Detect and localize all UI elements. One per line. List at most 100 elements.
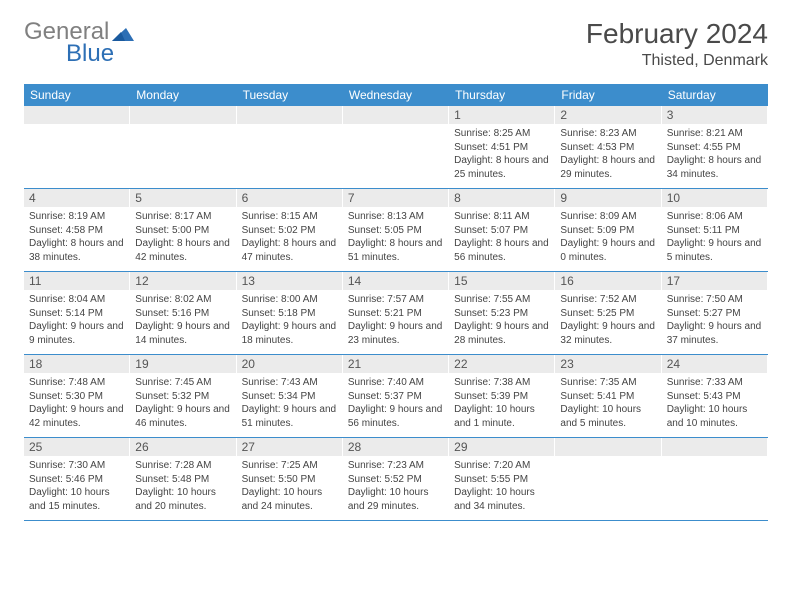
sunrise-text: Sunrise: 8:11 AM <box>454 210 550 224</box>
day-cell <box>130 106 236 188</box>
day-number: 14 <box>343 272 449 290</box>
day-info: Sunrise: 8:23 AMSunset: 4:53 PMDaylight:… <box>555 124 661 185</box>
day-info: Sunrise: 7:45 AMSunset: 5:32 PMDaylight:… <box>130 373 236 434</box>
day-info: Sunrise: 7:48 AMSunset: 5:30 PMDaylight:… <box>24 373 130 434</box>
daylight-text: Daylight: 8 hours and 25 minutes. <box>454 154 550 181</box>
empty-day-number <box>343 106 449 124</box>
title-block: February 2024 Thisted, Denmark <box>586 18 768 70</box>
week-row: 4Sunrise: 8:19 AMSunset: 4:58 PMDaylight… <box>24 189 768 272</box>
day-info: Sunrise: 7:52 AMSunset: 5:25 PMDaylight:… <box>555 290 661 351</box>
day-cell: 2Sunrise: 8:23 AMSunset: 4:53 PMDaylight… <box>555 106 661 188</box>
day-number: 21 <box>343 355 449 373</box>
day-number: 6 <box>237 189 343 207</box>
sunrise-text: Sunrise: 7:33 AM <box>667 376 763 390</box>
sunrise-text: Sunrise: 8:25 AM <box>454 127 550 141</box>
week-row: 11Sunrise: 8:04 AMSunset: 5:14 PMDayligh… <box>24 272 768 355</box>
empty-day-number <box>662 438 768 456</box>
weekday-header-row: Sunday Monday Tuesday Wednesday Thursday… <box>24 84 768 106</box>
sunrise-text: Sunrise: 7:52 AM <box>560 293 656 307</box>
sunrise-text: Sunrise: 8:19 AM <box>29 210 125 224</box>
daylight-text: Daylight: 8 hours and 42 minutes. <box>135 237 231 264</box>
daylight-text: Daylight: 8 hours and 38 minutes. <box>29 237 125 264</box>
sunrise-text: Sunrise: 7:30 AM <box>29 459 125 473</box>
sunset-text: Sunset: 5:16 PM <box>135 307 231 321</box>
weekday-header: Thursday <box>449 84 555 106</box>
sunset-text: Sunset: 5:21 PM <box>348 307 444 321</box>
day-cell: 15Sunrise: 7:55 AMSunset: 5:23 PMDayligh… <box>449 272 555 354</box>
day-number: 5 <box>130 189 236 207</box>
day-info: Sunrise: 7:43 AMSunset: 5:34 PMDaylight:… <box>237 373 343 434</box>
sunset-text: Sunset: 5:50 PM <box>242 473 338 487</box>
sunset-text: Sunset: 5:55 PM <box>454 473 550 487</box>
day-info: Sunrise: 7:55 AMSunset: 5:23 PMDaylight:… <box>449 290 555 351</box>
daylight-text: Daylight: 9 hours and 9 minutes. <box>29 320 125 347</box>
daylight-text: Daylight: 10 hours and 34 minutes. <box>454 486 550 513</box>
sunset-text: Sunset: 5:48 PM <box>135 473 231 487</box>
sunset-text: Sunset: 5:11 PM <box>667 224 763 238</box>
sunrise-text: Sunrise: 8:02 AM <box>135 293 231 307</box>
empty-day-number <box>237 106 343 124</box>
weeks-container: 1Sunrise: 8:25 AMSunset: 4:51 PMDaylight… <box>24 106 768 521</box>
sunset-text: Sunset: 5:09 PM <box>560 224 656 238</box>
sunrise-text: Sunrise: 7:20 AM <box>454 459 550 473</box>
sunrise-text: Sunrise: 7:55 AM <box>454 293 550 307</box>
day-cell: 3Sunrise: 8:21 AMSunset: 4:55 PMDaylight… <box>662 106 768 188</box>
day-cell: 11Sunrise: 8:04 AMSunset: 5:14 PMDayligh… <box>24 272 130 354</box>
daylight-text: Daylight: 9 hours and 5 minutes. <box>667 237 763 264</box>
day-number: 28 <box>343 438 449 456</box>
sunrise-text: Sunrise: 8:13 AM <box>348 210 444 224</box>
day-cell <box>662 438 768 520</box>
day-number: 13 <box>237 272 343 290</box>
day-info: Sunrise: 8:11 AMSunset: 5:07 PMDaylight:… <box>449 207 555 268</box>
sunset-text: Sunset: 5:30 PM <box>29 390 125 404</box>
day-number: 18 <box>24 355 130 373</box>
sunset-text: Sunset: 4:58 PM <box>29 224 125 238</box>
daylight-text: Daylight: 10 hours and 20 minutes. <box>135 486 231 513</box>
sunset-text: Sunset: 5:37 PM <box>348 390 444 404</box>
day-number: 17 <box>662 272 768 290</box>
sunrise-text: Sunrise: 8:21 AM <box>667 127 763 141</box>
sunset-text: Sunset: 5:25 PM <box>560 307 656 321</box>
day-info: Sunrise: 8:09 AMSunset: 5:09 PMDaylight:… <box>555 207 661 268</box>
day-cell: 19Sunrise: 7:45 AMSunset: 5:32 PMDayligh… <box>130 355 236 437</box>
day-info: Sunrise: 7:20 AMSunset: 5:55 PMDaylight:… <box>449 456 555 517</box>
day-number: 24 <box>662 355 768 373</box>
empty-day-number <box>130 106 236 124</box>
sunset-text: Sunset: 4:55 PM <box>667 141 763 155</box>
daylight-text: Daylight: 8 hours and 56 minutes. <box>454 237 550 264</box>
day-info: Sunrise: 7:57 AMSunset: 5:21 PMDaylight:… <box>343 290 449 351</box>
day-info: Sunrise: 7:23 AMSunset: 5:52 PMDaylight:… <box>343 456 449 517</box>
daylight-text: Daylight: 9 hours and 14 minutes. <box>135 320 231 347</box>
daylight-text: Daylight: 10 hours and 10 minutes. <box>667 403 763 430</box>
daylight-text: Daylight: 8 hours and 51 minutes. <box>348 237 444 264</box>
sunrise-text: Sunrise: 7:40 AM <box>348 376 444 390</box>
day-cell: 24Sunrise: 7:33 AMSunset: 5:43 PMDayligh… <box>662 355 768 437</box>
weekday-header: Monday <box>130 84 236 106</box>
sunrise-text: Sunrise: 7:57 AM <box>348 293 444 307</box>
weekday-header: Saturday <box>662 84 768 106</box>
sunset-text: Sunset: 5:07 PM <box>454 224 550 238</box>
sunset-text: Sunset: 5:39 PM <box>454 390 550 404</box>
sunset-text: Sunset: 5:02 PM <box>242 224 338 238</box>
day-cell <box>555 438 661 520</box>
sunrise-text: Sunrise: 7:43 AM <box>242 376 338 390</box>
day-info: Sunrise: 7:30 AMSunset: 5:46 PMDaylight:… <box>24 456 130 517</box>
day-number: 10 <box>662 189 768 207</box>
sunrise-text: Sunrise: 7:45 AM <box>135 376 231 390</box>
day-number: 4 <box>24 189 130 207</box>
daylight-text: Daylight: 10 hours and 15 minutes. <box>29 486 125 513</box>
day-cell: 9Sunrise: 8:09 AMSunset: 5:09 PMDaylight… <box>555 189 661 271</box>
week-row: 25Sunrise: 7:30 AMSunset: 5:46 PMDayligh… <box>24 438 768 521</box>
weekday-header: Wednesday <box>343 84 449 106</box>
sunrise-text: Sunrise: 8:00 AM <box>242 293 338 307</box>
sunrise-text: Sunrise: 8:06 AM <box>667 210 763 224</box>
day-number: 3 <box>662 106 768 124</box>
sunrise-text: Sunrise: 7:50 AM <box>667 293 763 307</box>
day-number: 2 <box>555 106 661 124</box>
day-number: 16 <box>555 272 661 290</box>
daylight-text: Daylight: 10 hours and 1 minute. <box>454 403 550 430</box>
day-info: Sunrise: 8:21 AMSunset: 4:55 PMDaylight:… <box>662 124 768 185</box>
daylight-text: Daylight: 10 hours and 24 minutes. <box>242 486 338 513</box>
day-number: 25 <box>24 438 130 456</box>
day-number: 9 <box>555 189 661 207</box>
